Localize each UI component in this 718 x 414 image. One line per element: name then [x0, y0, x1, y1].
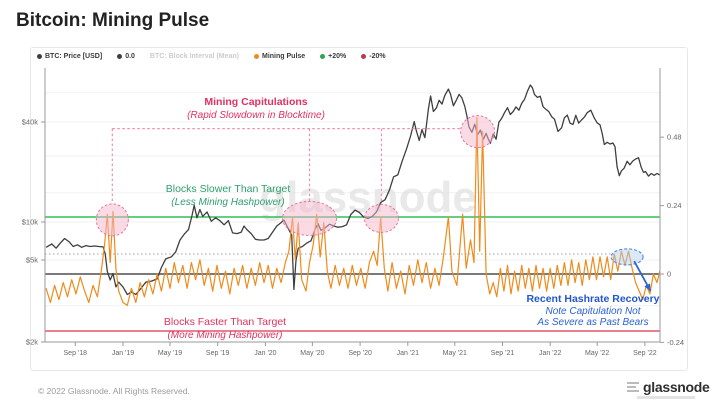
mining-pulse-line — [45, 116, 661, 306]
capitulation-circle — [282, 200, 338, 236]
legend-label: 0.0 — [125, 53, 135, 60]
x-axis-label: Jan '21 — [397, 350, 419, 357]
left-axis-label: $40k — [22, 118, 39, 127]
annotation-subtitle: As Severe as Past Bears — [537, 317, 649, 328]
legend-marker-icon — [37, 54, 42, 59]
x-axis-label: Sep '19 — [206, 350, 230, 357]
annotation-title: Blocks Slower Than Target — [165, 183, 291, 195]
x-axis-label: May '20 — [300, 350, 324, 357]
annotation-subtitle: (Less Mining Hashpower) — [171, 197, 285, 208]
capitulation-circle — [460, 115, 496, 149]
right-axis-label: 0.24 — [667, 201, 682, 210]
chart-layers: $40k $10k $5k $2k 0.48 0.24 0 -0.24 Sep '18 Jan '… — [22, 68, 684, 357]
recovery-arrowhead — [644, 283, 651, 292]
chart-card — [30, 47, 688, 371]
x-axis-label: Sep '22 — [633, 350, 657, 357]
legend-label: -20% — [369, 53, 386, 60]
glassnode-logo-wordmark: glassnode — [643, 379, 710, 395]
legend-item-20[interactable]: -20% — [361, 53, 386, 60]
legend-item-btc-price-usd[interactable]: BTC: Price [USD] — [37, 53, 102, 60]
price-line — [45, 84, 661, 296]
legend-marker-icon — [117, 54, 123, 59]
capitulation-circle — [363, 203, 399, 233]
x-axis-label: Jan '22 — [539, 350, 561, 357]
annotation-subtitle: Note Capitulation Not — [545, 305, 641, 317]
logo-glitch-bar — [637, 396, 695, 399]
legend-label: Mining Pulse — [262, 53, 306, 60]
legend-item-20[interactable]: +20% — [320, 53, 346, 60]
left-axis-label: $2k — [26, 338, 38, 347]
legend-label: BTC: Price [USD] — [45, 53, 103, 60]
right-axis-label: 0 — [667, 270, 671, 279]
right-axis-label: 0.48 — [667, 133, 682, 142]
annotation-title: Recent Hashrate Recovery — [526, 293, 660, 305]
annotation-subtitle: (Rapid Slowdown in Blocktime) — [187, 110, 325, 121]
legend-item-0-0[interactable]: 0.0 — [117, 53, 135, 60]
legend-marker-icon — [254, 54, 259, 59]
gridlines — [45, 92, 660, 307]
annotation-mining-capitulations: Mining Capitulations (Rapid Slowdown in … — [146, 96, 366, 122]
x-axis-label: Jan '20 — [254, 350, 276, 357]
left-axis-label: $10k — [22, 218, 39, 227]
capitulation-circle — [95, 203, 129, 237]
x-axis-label: May '22 — [585, 350, 609, 357]
legend-label: BTC: Block Interval (Mean) — [149, 53, 239, 60]
footer-copyright: © 2022 Glassnode. All Rights Reserved. — [38, 386, 190, 396]
annotation-blocks-slower: Blocks Slower Than Target (Less Mining H… — [118, 183, 338, 209]
page-title: Bitcoin: Mining Pulse — [16, 10, 210, 31]
legend-label: +20% — [328, 53, 347, 60]
legend-item-mining-pulse[interactable]: Mining Pulse — [254, 53, 305, 60]
annotation-blocks-faster: Blocks Faster Than Target (More Mining H… — [115, 316, 335, 342]
annotation-title: Mining Capitulations — [204, 96, 308, 108]
x-axis-label: May '19 — [158, 350, 182, 357]
chart-legend: BTC: Price [USD] 0.0 BTC: Block Interval (… — [37, 53, 386, 60]
legend-marker-icon — [320, 54, 326, 59]
x-axis-label: Sep '20 — [348, 350, 372, 357]
recovery-ellipse — [610, 248, 644, 266]
annotation-subtitle: (More Mining Hashpower) — [167, 330, 283, 341]
x-axis-label: Sep '18 — [64, 350, 88, 357]
annotation-hashrate-recovery: Recent Hashrate Recovery Note Capitulati… — [488, 293, 698, 329]
legend-marker-icon — [361, 54, 367, 59]
left-axis-label: $5k — [26, 256, 38, 265]
x-axis-label: Sep '21 — [491, 350, 515, 357]
right-axis-label: -0.24 — [667, 338, 684, 347]
x-axis-label: May '21 — [443, 350, 467, 357]
glassnode-logo: glassnode — [627, 379, 710, 399]
annotation-title: Blocks Faster Than Target — [163, 316, 287, 328]
x-axis-label: Jan '19 — [112, 350, 134, 357]
glassnode-logo-icon — [627, 382, 639, 392]
legend-item-btc-block-interval-mean[interactable]: BTC: Block Interval (Mean) — [150, 53, 239, 60]
